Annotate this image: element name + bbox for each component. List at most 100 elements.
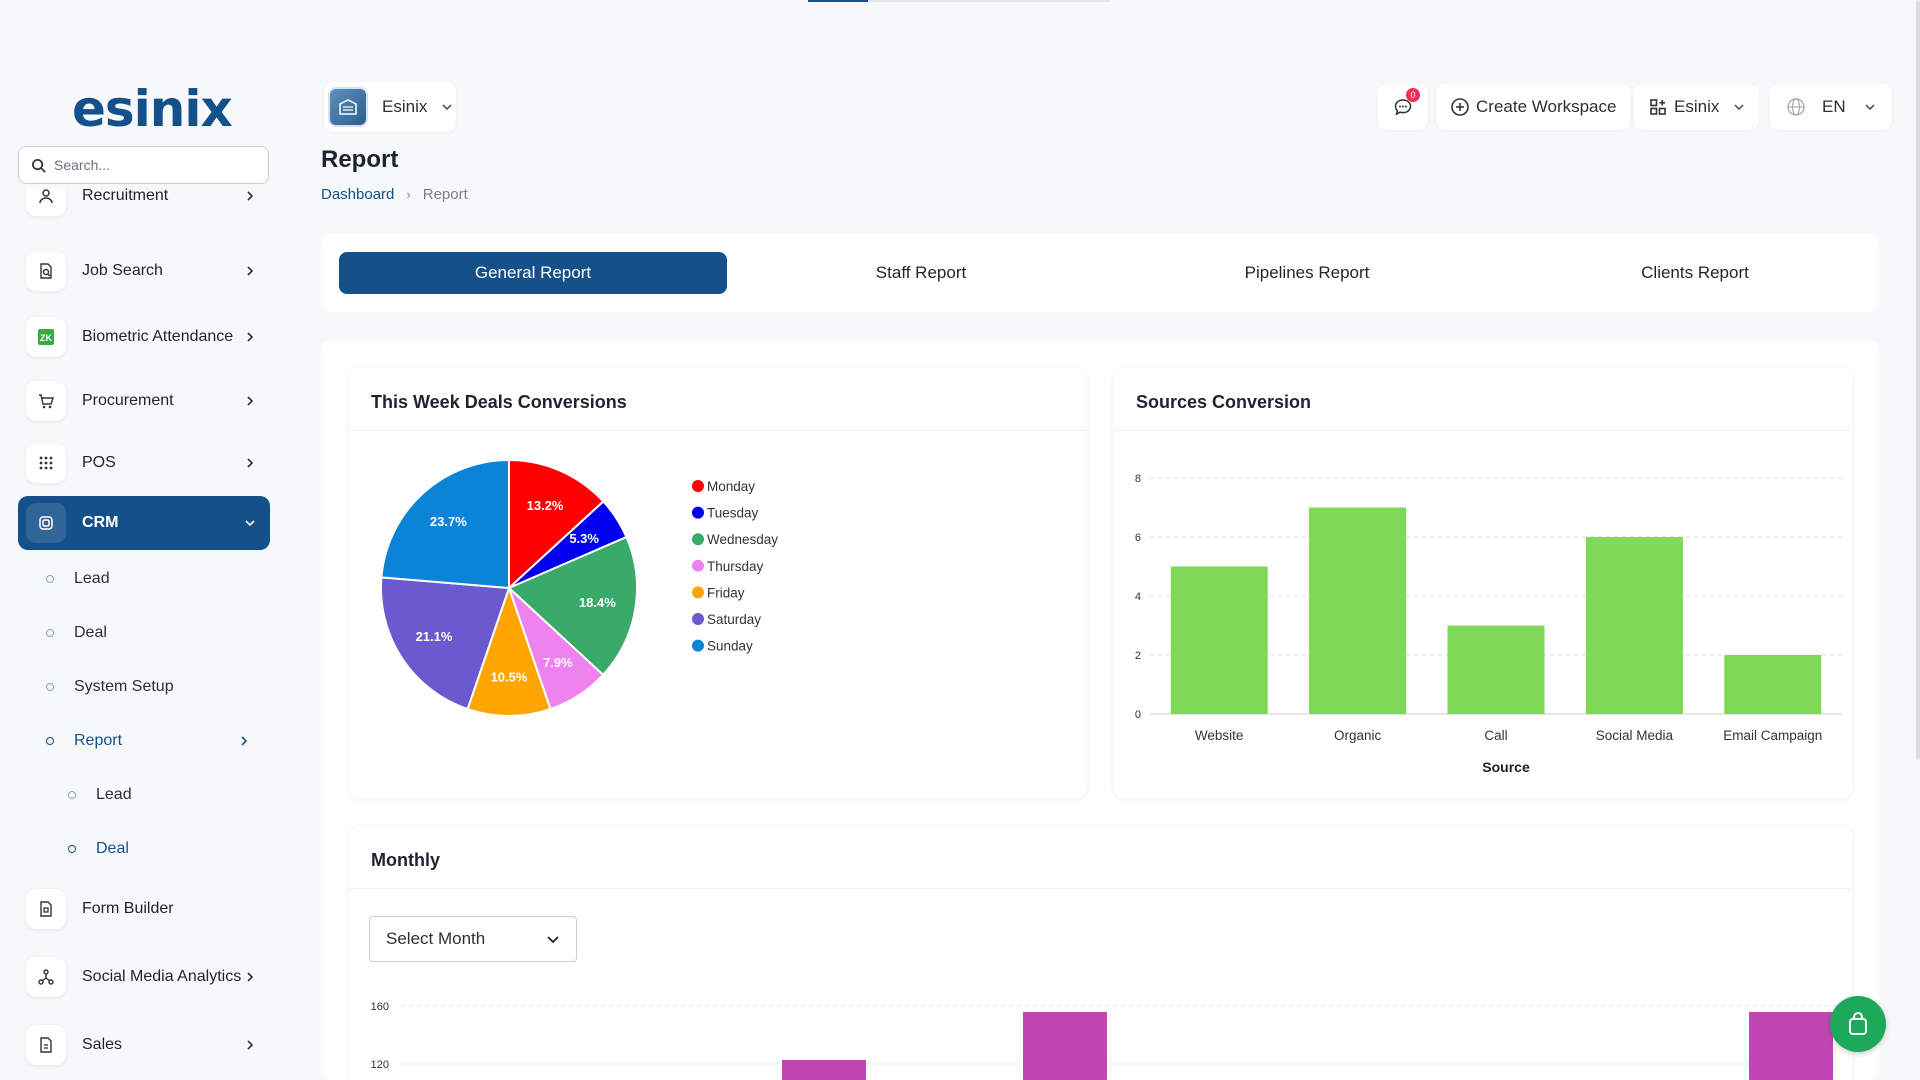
sidebar-item-label: Sales xyxy=(82,1036,123,1053)
legend-item-tuesday[interactable]: Tuesday xyxy=(707,506,759,521)
sidebar-item-procurement[interactable]: Procurement xyxy=(18,374,270,428)
search-input[interactable] xyxy=(54,157,254,173)
tab-pipelines-report[interactable]: Pipelines Report xyxy=(1244,263,1370,282)
chat-notifications-button[interactable]: 0 xyxy=(1378,84,1428,130)
sidebar-item-label: Job Search xyxy=(82,262,163,279)
bar-social-media[interactable] xyxy=(1585,537,1683,714)
cart-floating-button[interactable] xyxy=(1830,996,1886,1052)
monthly-title: Monthly xyxy=(371,850,440,870)
legend-item-sunday[interactable]: Sunday xyxy=(707,639,753,654)
sidebar-subitem-lead[interactable]: Lead xyxy=(46,570,110,588)
chevron-right-icon xyxy=(247,458,254,468)
week-deals-title: This Week Deals Conversions xyxy=(371,392,627,412)
sidebar-item-form-builder[interactable]: Form Builder xyxy=(18,882,270,936)
sidebar-subitem-label: Deal xyxy=(74,624,107,641)
zk-biometric-icon: ZK xyxy=(26,317,66,357)
sidebar-item-label: Form Builder xyxy=(82,900,174,917)
sidebar-subitem-report[interactable]: Report xyxy=(46,732,250,750)
pie-slice-wednesday[interactable] xyxy=(507,535,638,677)
pie-data-label: 13.2% xyxy=(527,498,564,513)
page-scrollbar[interactable] xyxy=(1916,0,1920,760)
sidebar-item-biometric-attendance[interactable]: ZK Biometric Attendance xyxy=(18,304,270,370)
x-tick-label: Website xyxy=(1195,728,1244,743)
legend-swatch xyxy=(692,533,704,546)
workspace-menu-button[interactable]: Esinix xyxy=(1634,84,1760,130)
monthly-bar-chart: 120 160 xyxy=(371,1001,1839,1080)
breadcrumb: Dashboard › Report xyxy=(321,186,468,203)
create-workspace-button[interactable]: Create Workspace xyxy=(1436,84,1631,130)
language-label: EN xyxy=(1822,97,1846,116)
cart-icon xyxy=(26,381,66,421)
monthly-bar[interactable] xyxy=(1023,1012,1107,1080)
tab-clients-report[interactable]: Clients Report xyxy=(1641,263,1749,282)
pie-data-label: 10.5% xyxy=(491,670,528,685)
workspace-selector[interactable]: Esinix xyxy=(324,82,456,132)
sources-conversion-title: Sources Conversion xyxy=(1136,392,1312,412)
tab-general-report[interactable]: General Report xyxy=(339,252,727,294)
sidebar-subitem-deal[interactable]: Deal xyxy=(46,624,107,642)
legend-item-wednesday[interactable]: Wednesday xyxy=(707,532,778,547)
month-select-value: Select Month xyxy=(386,929,486,948)
chevron-down-icon xyxy=(442,104,452,111)
sidebar-item-crm[interactable]: CRM xyxy=(18,496,270,550)
tab-staff-report[interactable]: Staff Report xyxy=(875,263,967,282)
legend-item-thursday[interactable]: Thursday xyxy=(707,559,764,574)
bullet-icon xyxy=(46,575,54,583)
sidebar-item-pos[interactable]: POS xyxy=(18,436,270,490)
pie-slice-sunday[interactable] xyxy=(380,458,510,590)
sales-icon xyxy=(26,1025,66,1065)
sidebar-item-label: Recruitment xyxy=(82,188,169,204)
legend-item-friday[interactable]: Friday xyxy=(707,585,745,600)
sidebar-search[interactable] xyxy=(18,146,269,184)
breadcrumb-separator-icon: › xyxy=(406,187,411,202)
sidebar-item-recruitment[interactable]: Recruitment xyxy=(18,188,270,216)
sidebar-item-label: Social Media Analytics xyxy=(82,968,242,985)
legend-swatch xyxy=(692,586,704,599)
chevron-down-icon xyxy=(1734,104,1744,111)
pie-slice-friday[interactable] xyxy=(466,584,552,717)
chevron-down-icon xyxy=(245,520,255,527)
bar-website[interactable] xyxy=(1170,566,1268,715)
breadcrumb-current: Report xyxy=(422,186,468,203)
apps-icon xyxy=(1650,99,1666,115)
report-tabs: General Report Staff Report Pipelines Re… xyxy=(321,234,1879,312)
pie-slice-saturday[interactable] xyxy=(380,576,511,711)
month-select[interactable]: Select Month xyxy=(369,916,577,962)
legend-item-saturday[interactable]: Saturday xyxy=(707,612,761,627)
create-workspace-label: Create Workspace xyxy=(1476,97,1617,116)
sidebar-item-sales[interactable]: Sales xyxy=(18,1018,270,1072)
share-icon xyxy=(26,957,66,997)
sources-bar-chart: 0 2 4 6 8 Website Organic Call Social Media Email… xyxy=(1135,473,1842,775)
workspace-name: Esinix xyxy=(382,97,428,116)
y-tick-label: 6 xyxy=(1135,532,1141,544)
sidebar-subitem-report-lead[interactable]: Lead xyxy=(68,786,132,804)
bar-call[interactable] xyxy=(1447,625,1545,715)
shopping-bag-icon xyxy=(1849,1012,1867,1035)
monthly-panel: Monthly 120 160 xyxy=(349,826,1852,1080)
legend-swatch xyxy=(692,506,704,519)
language-selector[interactable]: EN xyxy=(1770,84,1892,130)
chevron-right-icon xyxy=(247,1040,254,1050)
sidebar-nav: Recruitment Job Search ZK Biometric Atte… xyxy=(0,188,286,1080)
monthly-bar[interactable] xyxy=(1749,1012,1833,1080)
crm-icon xyxy=(26,503,66,543)
sidebar-subitem-system-setup[interactable]: System Setup xyxy=(46,678,174,696)
pie-slice-monday[interactable] xyxy=(508,458,605,591)
pie-data-label: 7.9% xyxy=(543,655,573,670)
sidebar-subitem-label: Report xyxy=(74,732,123,749)
bar-email-campaign[interactable] xyxy=(1724,655,1822,714)
svg-text:ZK: ZK xyxy=(40,333,52,343)
recruitment-icon xyxy=(26,188,66,216)
globe-icon xyxy=(1787,98,1805,116)
job-search-icon xyxy=(26,251,66,291)
monthly-bar[interactable] xyxy=(782,1060,866,1080)
legend-item-monday[interactable]: Monday xyxy=(707,479,755,494)
sidebar-subitem-report-deal[interactable]: Deal xyxy=(68,840,129,858)
sidebar-item-social-media-analytics[interactable]: Social Media Analytics xyxy=(18,944,270,1010)
breadcrumb-dashboard-link[interactable]: Dashboard xyxy=(321,186,395,203)
sidebar-subitem-label: Lead xyxy=(74,570,110,587)
bar-organic[interactable] xyxy=(1309,507,1407,715)
app-logo[interactable]: esinix xyxy=(72,80,233,138)
sidebar-item-job-search[interactable]: Job Search xyxy=(18,244,270,298)
chevron-down-icon xyxy=(1865,104,1875,111)
